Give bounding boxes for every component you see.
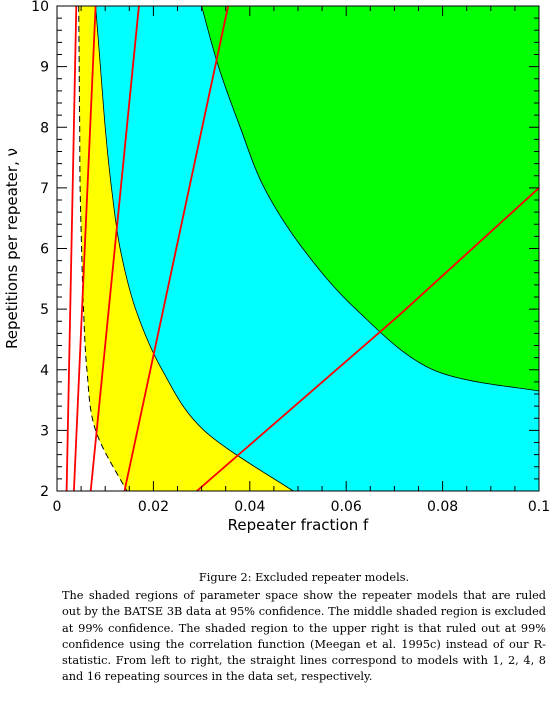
y-tick-label: 10 — [31, 0, 49, 15]
x-tick-label: 0.02 — [138, 499, 169, 515]
y-tick-label: 6 — [40, 242, 49, 258]
line-16-sources — [196, 187, 539, 491]
caption-title: Figure 2: Excluded repeater models. — [198, 571, 410, 584]
y-axis-label: Repetitions per repeater, ν — [3, 148, 21, 349]
line-1-source — [65, 6, 78, 491]
figure-chart: 0 0.02 0.04 0.06 0.08 0.1 2 3 4 5 6 7 8 9 10 Repeater f… — [3, 0, 550, 534]
x-tick-label: 0.04 — [234, 499, 265, 515]
line-2-sources — [73, 6, 97, 491]
chart-svg: 0 0.02 0.04 0.06 0.08 0.1 2 3 4 5 6 7 8 9 10 Repeater f… — [3, 0, 550, 534]
caption-text: The shaded regions of parameter space sh… — [62, 589, 546, 684]
x-tick-label: 0 — [53, 499, 62, 515]
dashed-boundary-line — [78, 6, 128, 491]
x-tick-label: 0.06 — [331, 499, 362, 515]
y-tick-label: 5 — [40, 302, 49, 318]
line-4-sources — [89, 6, 140, 491]
x-tick-label: 0.08 — [427, 499, 458, 515]
y-tick-label: 8 — [40, 120, 49, 136]
y-tick-label: 4 — [40, 363, 49, 379]
y-tick-label: 7 — [40, 181, 49, 197]
figure-caption: Figure 2: Excluded repeater models. The … — [62, 570, 546, 685]
x-axis-label: Repeater fraction f — [228, 516, 369, 534]
region-correlation-99 — [201, 6, 539, 392]
line-8-sources — [123, 6, 229, 491]
y-tick-label: 2 — [40, 484, 49, 500]
y-tick-label: 3 — [40, 423, 49, 439]
x-tick-label: 0.1 — [528, 499, 550, 515]
y-tick-label: 9 — [40, 60, 49, 76]
